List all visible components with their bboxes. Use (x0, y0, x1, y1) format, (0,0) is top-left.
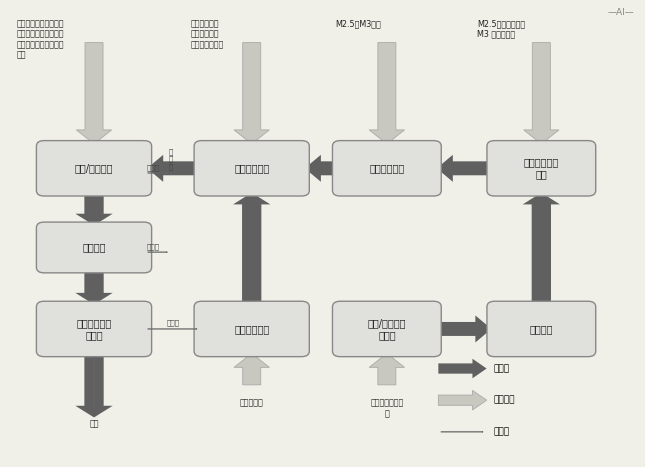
Text: 左机身、右机
身、机翼连接
件、机舱后挡板: 左机身、右机 身、机翼连接 件、机舱后挡板 (190, 19, 224, 49)
FancyBboxPatch shape (487, 141, 596, 196)
FancyBboxPatch shape (36, 301, 152, 357)
FancyBboxPatch shape (36, 141, 152, 196)
Polygon shape (75, 354, 113, 417)
FancyBboxPatch shape (36, 222, 152, 273)
Text: 流程卡: 流程卡 (166, 319, 179, 326)
Text: 沙发安装工位: 沙发安装工位 (234, 163, 270, 173)
Polygon shape (369, 354, 404, 385)
Text: 钻孔工位: 钻孔工位 (530, 324, 553, 334)
Text: 四色座椅纸: 四色座椅纸 (240, 399, 264, 408)
Polygon shape (439, 359, 486, 378)
Polygon shape (437, 315, 491, 342)
Text: 物料流: 物料流 (493, 364, 509, 373)
Text: 炸弹/下机翼切
割工位: 炸弹/下机翼切 割工位 (368, 318, 406, 340)
Text: M2.5螺栓、螺帽、
M3 螺栓、螺帽: M2.5螺栓、螺帽、 M3 螺栓、螺帽 (477, 19, 525, 39)
Text: 流
程
卡: 流 程 卡 (169, 148, 173, 170)
Polygon shape (234, 354, 270, 385)
Text: 炸弹安装工位: 炸弹安装工位 (369, 163, 404, 173)
FancyBboxPatch shape (194, 141, 310, 196)
Text: —AI—: —AI— (608, 7, 635, 17)
Polygon shape (305, 155, 337, 182)
Text: 信息流: 信息流 (493, 427, 509, 436)
Polygon shape (524, 42, 559, 144)
Polygon shape (522, 193, 560, 304)
Polygon shape (439, 390, 486, 410)
Polygon shape (75, 269, 113, 304)
Polygon shape (233, 193, 270, 304)
Polygon shape (437, 155, 491, 182)
FancyBboxPatch shape (332, 141, 441, 196)
Polygon shape (234, 42, 270, 144)
Text: 上机翼、机头、尾翼、
尾翼连接件、轮架、螺
旋桨、停机架、机头连
接件: 上机翼、机头、尾翼、 尾翼连接件、轮架、螺 旋桨、停机架、机头连 接件 (17, 19, 64, 59)
FancyBboxPatch shape (332, 301, 441, 357)
Polygon shape (75, 193, 113, 226)
Text: 炸弹挂架安装
工位: 炸弹挂架安装 工位 (524, 157, 559, 179)
Text: 原材料流: 原材料流 (493, 396, 515, 405)
Text: 座椅制作工位: 座椅制作工位 (234, 324, 270, 334)
Text: 标识/总装工位: 标识/总装工位 (75, 163, 114, 173)
Text: 订单处理及发
运工位: 订单处理及发 运工位 (76, 318, 112, 340)
Text: M2.5、M3螺帽: M2.5、M3螺帽 (335, 19, 381, 28)
Text: 炸弹原料、下机
翼: 炸弹原料、下机 翼 (370, 399, 404, 418)
Text: 订单: 订单 (89, 420, 99, 429)
Polygon shape (147, 155, 199, 182)
Polygon shape (76, 42, 112, 144)
FancyBboxPatch shape (194, 301, 310, 357)
FancyBboxPatch shape (487, 301, 596, 357)
Text: 流程卡: 流程卡 (147, 243, 160, 250)
Text: 流程卡: 流程卡 (147, 164, 160, 171)
Text: 质检工位: 质检工位 (83, 242, 106, 253)
Polygon shape (369, 42, 404, 144)
